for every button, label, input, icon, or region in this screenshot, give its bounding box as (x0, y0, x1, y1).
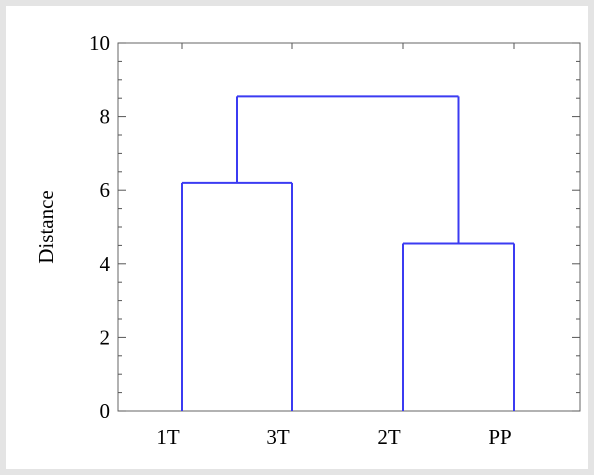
y-axis-title: Distance (34, 190, 58, 263)
y-tick-label: 2 (100, 325, 111, 349)
y-tick-label: 10 (89, 31, 110, 55)
dendrogram-links (181, 95, 515, 411)
plot-area-border (117, 42, 581, 412)
y-tick-label: 6 (100, 178, 111, 202)
x-tick-label: 3T (266, 425, 290, 449)
y-axis-ticks: 0 2 4 6 8 10 (89, 31, 580, 423)
x-axis-ticks: 1T 3T 2T PP (156, 43, 515, 449)
y-tick-label: 8 (100, 105, 111, 129)
x-tick-label: 2T (377, 425, 401, 449)
x-tick-label: PP (488, 425, 511, 449)
y-tick-label: 4 (100, 252, 111, 276)
y-tick-label: 0 (100, 399, 111, 423)
x-tick-label: 1T (156, 425, 180, 449)
